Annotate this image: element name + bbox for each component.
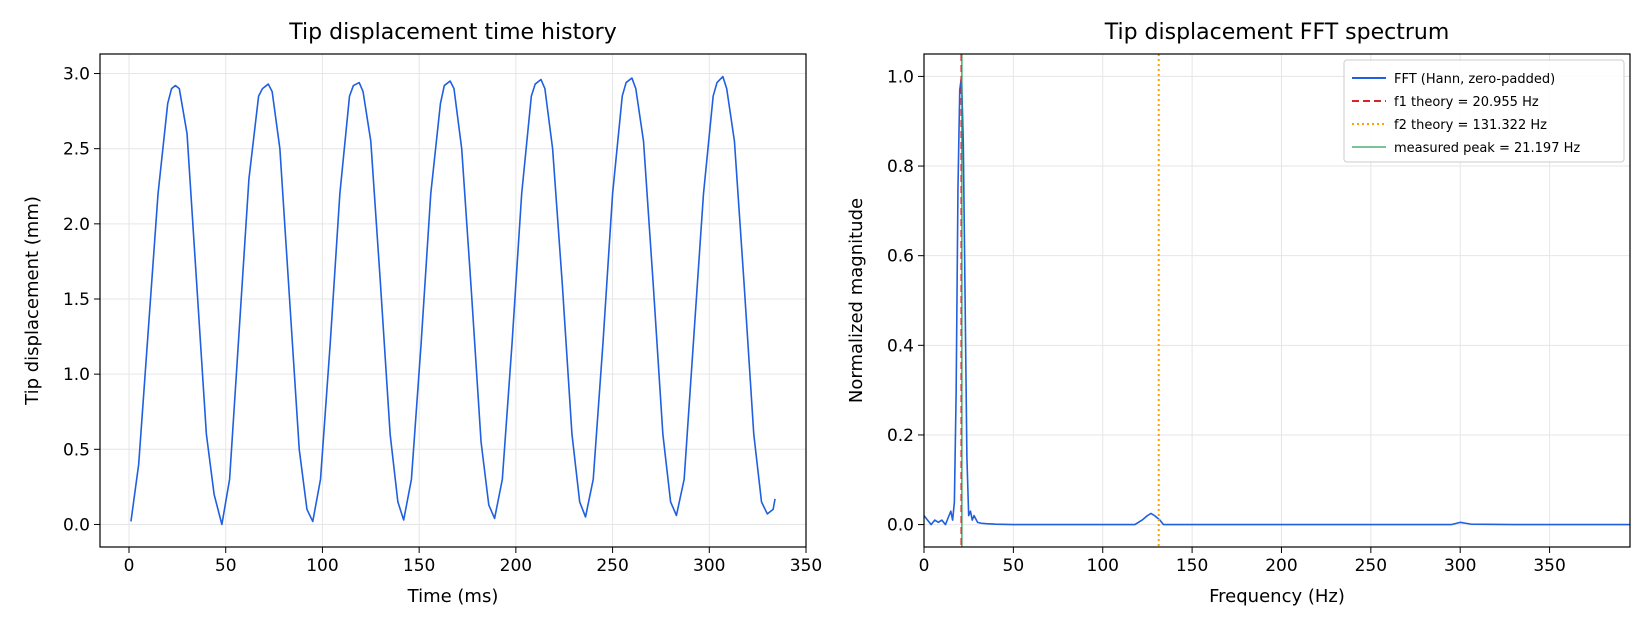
x-tick-label: 50 [1003,556,1025,576]
chart-title: Tip displacement FFT spectrum [1104,20,1450,45]
plot-area [130,75,776,526]
y-tick-label: 0.4 [887,336,914,356]
legend-label-3: measured peak = 21.197 Hz [1394,141,1580,156]
x-tick-label: 150 [1176,556,1208,576]
fft-spectrum-chart: 0 50 100 150 200 250 300 350 0.0 0.2 0.4 0.6 0.8 1.0 T… [846,20,1631,607]
y-tick-label: 1.5 [63,290,90,310]
x-tick-label: 50 [215,556,237,576]
legend: FFT (Hann, zero-padded) f1 theory = 20.95… [1343,59,1625,163]
y-tick-label: 0.8 [887,157,914,177]
x-tick-label: 150 [403,556,435,576]
x-tick-label: 0 [124,556,135,576]
legend-label-1: f1 theory = 20.955 Hz [1394,95,1539,110]
y-tick-label: 0.0 [887,516,914,536]
series-line-0 [924,75,1630,526]
y-tick-label: 0.2 [887,426,914,446]
grid [100,54,807,547]
x-tick-label: 250 [596,556,628,576]
x-tick-label: 0 [919,556,930,576]
x-tick-label: 350 [790,556,822,576]
x-tick-label: 200 [1265,556,1297,576]
time-history-chart: 0 50 100 150 200 250 300 350 0.0 0.5 1.0 1.5 2.0 2.5 3… [22,20,822,607]
y-tick-label: 1.0 [887,67,914,87]
y-tick-label: 0.0 [63,515,90,535]
y-axis-label: Tip displacement (mm) [22,196,43,406]
legend-label-2: f2 theory = 131.322 Hz [1394,118,1547,133]
x-tick-label: 350 [1533,556,1565,576]
y-tick-label: 1.0 [63,365,90,385]
y-tick-label: 3.0 [63,65,90,85]
series-line-0 [130,75,776,526]
y-tick-label: 0.5 [63,440,90,460]
y-tick-label: 2.0 [63,215,90,235]
plot-area [924,54,1630,547]
x-axis-label: Frequency (Hz) [1209,586,1345,607]
x-tick-label: 300 [693,556,725,576]
y-tick-label: 2.5 [63,140,90,160]
x-tick-label: 200 [500,556,532,576]
legend-label-0: FFT (Hann, zero-padded) [1394,72,1555,87]
x-tick-label: 100 [1087,556,1119,576]
chart-title: Tip displacement time history [288,20,616,45]
y-tick-label: 0.6 [887,247,914,267]
x-tick-label: 100 [306,556,338,576]
x-tick-label: 250 [1355,556,1387,576]
x-axis-label: Time (ms) [407,586,499,607]
y-axis-label: Normalized magnitude [846,198,867,403]
axes-frame [923,53,1631,548]
axes-frame [99,53,807,548]
x-tick-label: 300 [1444,556,1476,576]
legend-box [1343,59,1625,163]
